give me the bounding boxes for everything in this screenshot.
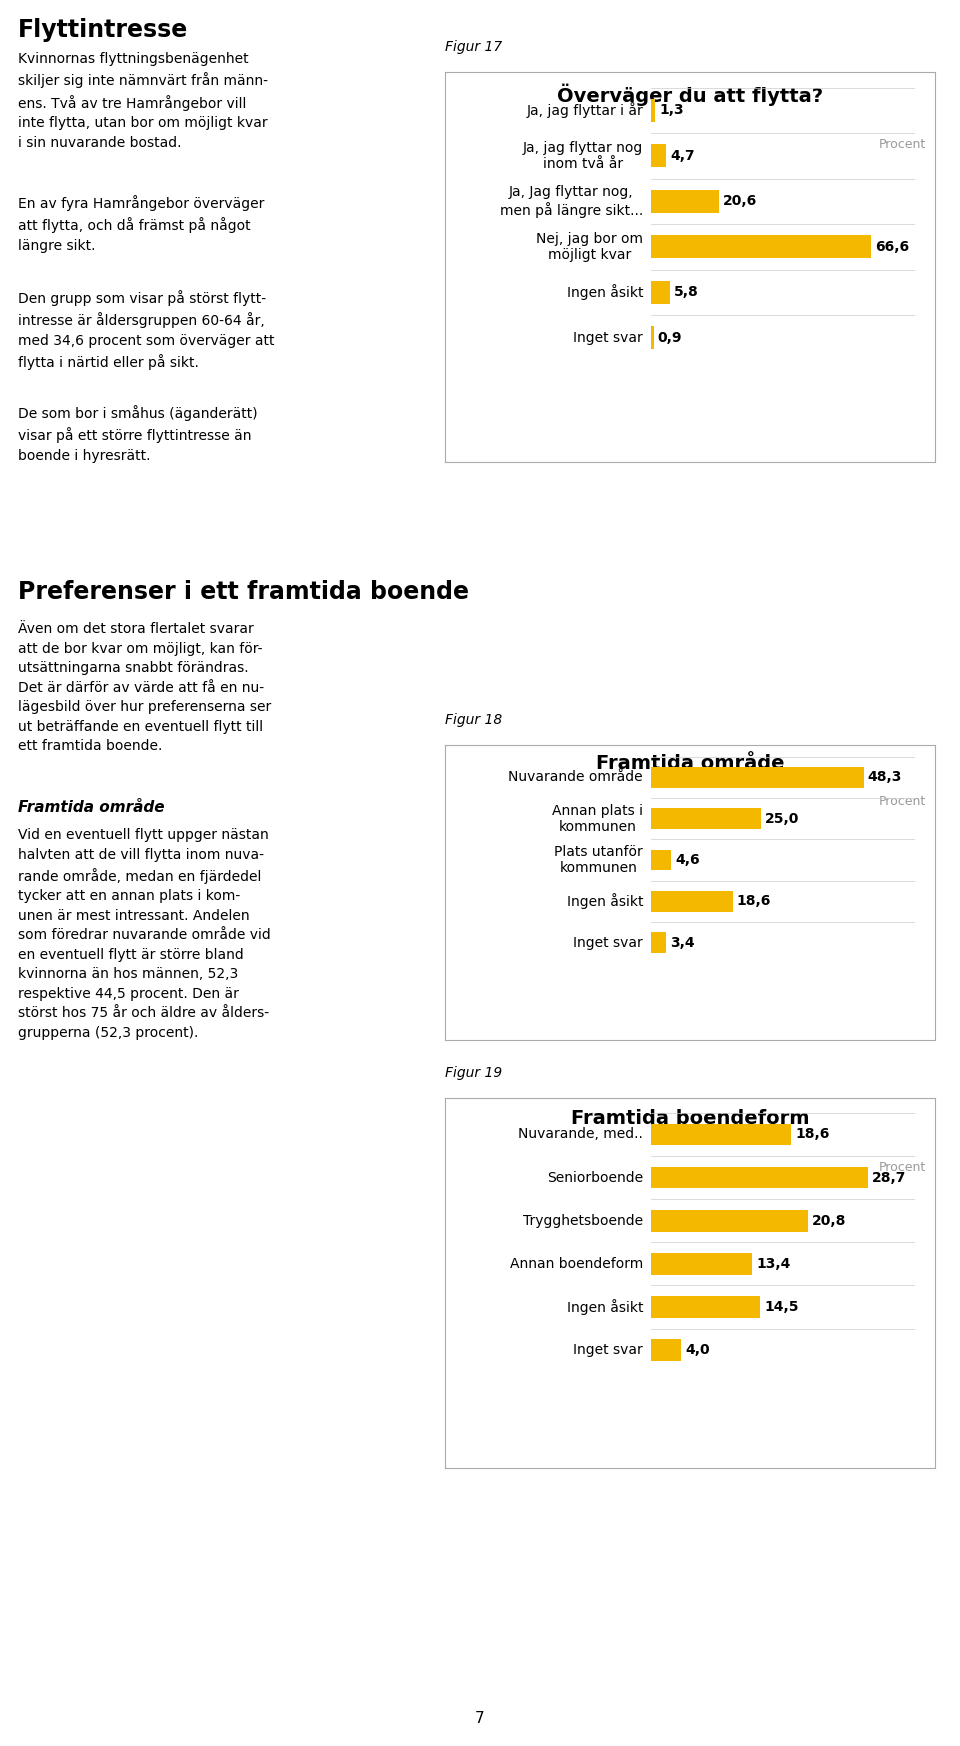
Text: Inget svar: Inget svar <box>573 936 643 950</box>
Text: Ja, jag flyttar i år: Ja, jag flyttar i år <box>526 103 643 119</box>
Text: Nej, jag bor om
möjligt kvar: Nej, jag bor om möjligt kvar <box>536 232 643 262</box>
Text: Inget svar: Inget svar <box>573 330 643 346</box>
Bar <box>651 281 670 304</box>
Bar <box>651 1210 808 1231</box>
Text: De som bor i småhus (äganderätt)
visar på ett större flyttintresse än
boende i h: De som bor i småhus (äganderätt) visar p… <box>18 405 257 463</box>
Text: 13,4: 13,4 <box>756 1257 790 1271</box>
Text: Framtida område: Framtida område <box>596 754 784 773</box>
Text: Procent: Procent <box>879 794 926 808</box>
Text: Figur 17: Figur 17 <box>445 40 502 54</box>
Text: 4,0: 4,0 <box>685 1343 709 1357</box>
Text: Kvinnornas flyttningsbenägenhet
skiljer sig inte nämnvärt från männ-
ens. Två av: Kvinnornas flyttningsbenägenhet skiljer … <box>18 52 268 150</box>
Bar <box>651 766 864 787</box>
Text: Framtida område: Framtida område <box>18 800 164 815</box>
Text: Flyttintresse: Flyttintresse <box>18 17 188 42</box>
Text: 1,3: 1,3 <box>660 103 684 117</box>
Text: 20,8: 20,8 <box>812 1213 847 1227</box>
Bar <box>651 808 761 829</box>
Text: Även om det stora flertalet svarar
att de bor kvar om möjligt, kan för-
utsättni: Även om det stora flertalet svarar att d… <box>18 622 272 753</box>
Text: En av fyra Hamrångebor överväger
att flytta, och då främst på något
längre sikt.: En av fyra Hamrångebor överväger att fly… <box>18 196 264 253</box>
Text: 3,4: 3,4 <box>670 936 694 950</box>
Bar <box>651 190 719 213</box>
Text: Ja, Jag flyttar nog,
men på längre sikt...: Ja, Jag flyttar nog, men på längre sikt.… <box>500 185 643 218</box>
Bar <box>651 100 655 122</box>
Text: Annan plats i
kommunen: Annan plats i kommunen <box>552 803 643 835</box>
Text: 66,6: 66,6 <box>876 239 909 253</box>
Text: Nuvarande, med..: Nuvarande, med.. <box>518 1128 643 1142</box>
Text: 0,9: 0,9 <box>658 330 683 346</box>
Text: Procent: Procent <box>879 1161 926 1173</box>
Text: 4,6: 4,6 <box>675 854 700 868</box>
Text: Ingen åsikt: Ingen åsikt <box>566 894 643 910</box>
Bar <box>651 1166 868 1189</box>
Text: 25,0: 25,0 <box>765 812 800 826</box>
Text: Ingen åsikt: Ingen åsikt <box>566 285 643 300</box>
Text: Överväger du att flytta?: Överväger du att flytta? <box>557 84 823 107</box>
Text: Nuvarande område: Nuvarande område <box>509 770 643 784</box>
Text: 18,6: 18,6 <box>736 894 771 908</box>
Bar <box>651 1254 752 1275</box>
Bar <box>651 1124 791 1145</box>
Text: 18,6: 18,6 <box>796 1128 829 1142</box>
Text: Ja, jag flyttar nog
inom två år: Ja, jag flyttar nog inom två år <box>523 141 643 171</box>
Text: 4,7: 4,7 <box>670 148 695 162</box>
Text: Figur 19: Figur 19 <box>445 1067 502 1081</box>
Bar <box>651 850 671 870</box>
Text: 7: 7 <box>475 1711 485 1727</box>
Bar <box>651 145 666 168</box>
Bar <box>651 327 654 349</box>
Text: Procent: Procent <box>879 138 926 152</box>
Text: 28,7: 28,7 <box>872 1170 906 1184</box>
Text: Preferenser i ett framtida boende: Preferenser i ett framtida boende <box>18 580 469 604</box>
Text: Seniorboende: Seniorboende <box>547 1170 643 1184</box>
Text: 20,6: 20,6 <box>723 194 757 208</box>
Bar <box>651 890 732 911</box>
Text: Plats utanför
kommunen: Plats utanför kommunen <box>554 845 643 875</box>
Bar <box>651 236 871 258</box>
Text: Den grupp som visar på störst flytt-
intresse är åldersgruppen 60-64 år,
med 34,: Den grupp som visar på störst flytt- int… <box>18 290 275 370</box>
Text: 48,3: 48,3 <box>868 770 902 784</box>
Text: 5,8: 5,8 <box>674 285 699 299</box>
Text: Annan boendeform: Annan boendeform <box>510 1257 643 1271</box>
Text: Trygghetsboende: Trygghetsboende <box>523 1213 643 1227</box>
Text: 14,5: 14,5 <box>764 1301 799 1315</box>
Text: Framtida boendeform: Framtida boendeform <box>571 1109 809 1128</box>
Bar <box>651 1296 760 1318</box>
Text: Vid en eventuell flytt uppger nästan
halvten att de vill flytta inom nuva-
rande: Vid en eventuell flytt uppger nästan hal… <box>18 828 271 1041</box>
Bar <box>651 1339 681 1362</box>
Bar <box>651 932 666 953</box>
Text: Inget svar: Inget svar <box>573 1343 643 1357</box>
Text: Ingen åsikt: Ingen åsikt <box>566 1299 643 1315</box>
Text: Figur 18: Figur 18 <box>445 712 502 726</box>
